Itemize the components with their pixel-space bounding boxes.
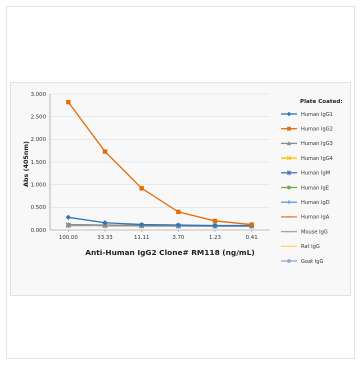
data-point xyxy=(176,209,181,215)
legend-label: Human IgG1 xyxy=(301,112,333,118)
legend-entry: Human IgG3 xyxy=(281,141,333,147)
data-point xyxy=(102,220,108,226)
series-human-igg2 xyxy=(66,99,254,227)
data-point xyxy=(102,149,108,154)
x-axis-ticks: 100.00 33.33 11.11 3.70 1.23 0.41 xyxy=(59,230,258,241)
legend-entry: Rat IgG xyxy=(281,244,320,250)
data-point xyxy=(65,214,71,220)
legend-entry: Human IgD xyxy=(281,200,330,206)
legend-label: Human IgM xyxy=(301,171,330,177)
legend-title: Plate Coated: xyxy=(300,99,343,105)
data-point xyxy=(212,222,218,229)
legend-swatch-marker xyxy=(286,170,292,176)
y-tick-label: 3.000 xyxy=(31,92,47,98)
legend-swatch-marker xyxy=(287,245,291,247)
legend-swatch-marker xyxy=(287,200,291,205)
legend-swatch-marker xyxy=(286,141,292,146)
legend-label: Human IgG4 xyxy=(301,156,333,162)
y-tick-label: 0.000 xyxy=(31,228,47,234)
x-tick-label: 11.11 xyxy=(134,235,149,241)
x-tick-label: 0.41 xyxy=(246,235,258,241)
data-point xyxy=(212,218,218,224)
legend-swatch-marker xyxy=(286,155,292,161)
data-point xyxy=(139,186,144,191)
y-axis-ticks: 0.000 0.500 1.000 1.500 2.000 2.500 3.000 xyxy=(31,92,47,234)
legend-label: Human IgG3 xyxy=(301,141,333,147)
legend-label: Human IgG2 xyxy=(301,127,333,133)
series-group xyxy=(65,99,255,229)
legend-entry: Mouse IgG xyxy=(281,229,328,235)
y-tick-label: 0.500 xyxy=(31,205,47,211)
x-tick-label: 100.00 xyxy=(59,235,78,241)
x-tick-label: 33.33 xyxy=(97,235,112,241)
legend-label: Mouse IgG xyxy=(301,229,328,235)
x-axis-label: Anti-Human IgG2 Clone# RM118 (ng/mL) xyxy=(85,248,254,257)
data-point xyxy=(65,221,71,227)
legend-swatch-marker xyxy=(287,216,291,218)
legend-swatch-marker xyxy=(287,126,291,131)
y-tick-label: 1.000 xyxy=(31,182,47,188)
legend-entry: Goat IgG xyxy=(281,259,324,265)
series-line xyxy=(68,216,252,227)
y-tick-label: 2.000 xyxy=(31,137,47,143)
legend-label: Rat IgG xyxy=(301,244,320,250)
x-tick-label: 1.23 xyxy=(209,235,221,241)
data-point xyxy=(175,222,181,228)
x-tick-label: 3.70 xyxy=(172,235,185,241)
chart-panel xyxy=(10,82,351,296)
series-line xyxy=(67,101,252,226)
gridlines xyxy=(50,93,270,208)
legend-label: Human IgD xyxy=(301,200,330,206)
data-point xyxy=(66,99,71,105)
legend-entry: Human IgG2 xyxy=(281,127,333,133)
legend: Plate Coated: Human IgG1 Human IgG2 Human … xyxy=(281,99,343,265)
legend-swatch-marker xyxy=(286,111,292,117)
y-axis-label: Abs (405nm) xyxy=(22,141,30,187)
legend-label: Human IgE xyxy=(301,185,329,191)
legend-swatch-marker xyxy=(287,185,291,190)
image-frame xyxy=(6,6,355,359)
legend-entry: Human IgM xyxy=(281,170,330,177)
legend-swatch-marker xyxy=(287,259,291,263)
data-point xyxy=(139,221,145,228)
y-tick-label: 1.500 xyxy=(31,160,47,166)
legend-swatch-marker xyxy=(287,231,291,233)
legend-entry: Human IgG1 xyxy=(281,111,333,118)
y-tick-label: 2.500 xyxy=(31,114,47,120)
legend-label: Goat IgG xyxy=(301,259,324,265)
legend-entry: Human IgE xyxy=(281,185,329,191)
legend-entry: Human IgA xyxy=(281,215,330,221)
legend-label: Human IgA xyxy=(301,215,330,221)
data-point xyxy=(249,222,254,227)
legend-entry: Human IgG4 xyxy=(281,155,333,162)
